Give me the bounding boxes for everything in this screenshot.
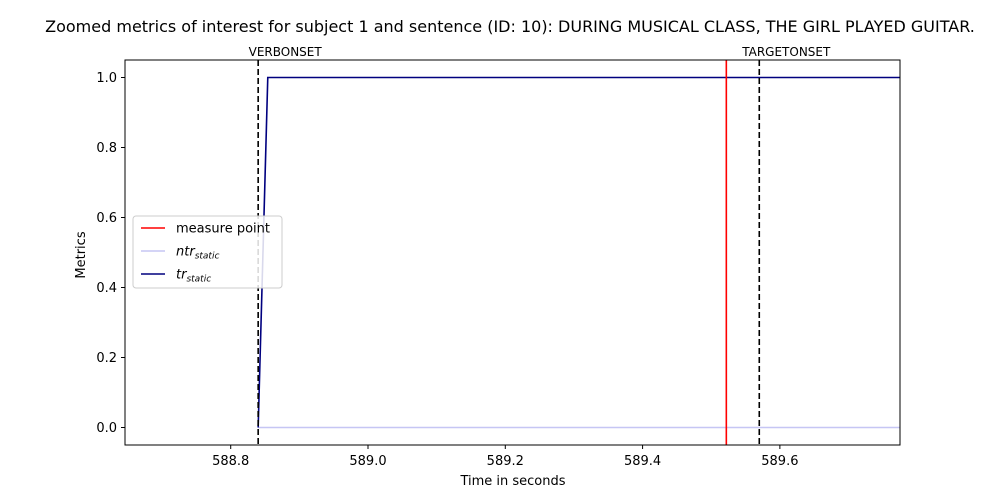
- y-axis-label: Metrics: [74, 231, 89, 278]
- y-tick-label: 0.6: [96, 211, 117, 226]
- series-line-tr-static: [257, 76, 900, 428]
- legend-label: measure point: [176, 222, 270, 237]
- y-tick-label: 0.4: [96, 281, 117, 296]
- x-tick-label: 588.8: [212, 454, 249, 469]
- x-tick-label: 589.0: [349, 454, 386, 469]
- vline-label-verbonset: VERBONSET: [249, 45, 323, 59]
- x-tick-label: 589.2: [487, 454, 524, 469]
- chart-title: Zoomed metrics of interest for subject 1…: [45, 17, 975, 36]
- legend-label-sub: static: [186, 275, 211, 285]
- plot-frame: [124, 59, 901, 446]
- axes: VERBONSET TARGETONSET 588.8 589.0 589.2 589.4…: [96, 45, 901, 469]
- plot-series-group: [257, 60, 900, 445]
- y-tick-label: 0.2: [96, 351, 117, 366]
- legend-label: trstatic: [176, 268, 211, 285]
- x-tick-label: 589.4: [624, 454, 661, 469]
- x-tick-label: 589.6: [761, 454, 798, 469]
- vline-label-targetonset: TARGETONSET: [741, 45, 831, 59]
- legend-box: [132, 215, 283, 289]
- y-tick-label: 0.0: [96, 421, 117, 436]
- legend-label-main: tr: [176, 268, 188, 283]
- legend-label: ntrstatic: [176, 245, 219, 262]
- plot-area: [257, 60, 900, 445]
- y-tick-label: 1.0: [96, 71, 117, 86]
- legend-label-sub: static: [195, 252, 220, 262]
- x-axis-label: Time in seconds: [459, 474, 565, 489]
- legend-label-main: ntr: [176, 245, 196, 260]
- y-tick-label: 0.8: [96, 141, 117, 156]
